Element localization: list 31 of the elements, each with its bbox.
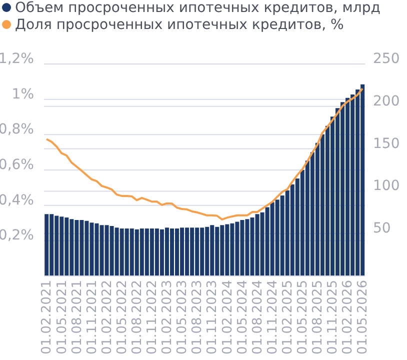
y2-tick-label: 250 [373, 50, 400, 67]
y2-tick-label: 100 [373, 178, 400, 194]
x-tick-label: 01.02.2026 [340, 280, 356, 354]
x-tick-label: 01.11.2022 [145, 280, 160, 354]
x-tick-label: 01.08.2022 [130, 280, 146, 354]
x-tick-label: 01.08.2023 [190, 280, 206, 354]
x-tick-label: 01.02.2021 [40, 280, 55, 354]
x-tick-label: 01.05.2025 [296, 280, 311, 354]
legend-label: Доля просроченных ипотечных кредитов, % [15, 17, 344, 33]
x-tick-label: 01.05.2023 [175, 280, 190, 354]
x-tick-label: 01.08.2024 [250, 280, 266, 354]
y2-tick-label: 150 [373, 136, 400, 152]
y-tick-label: 1% [12, 86, 34, 102]
x-tick-label: 01.05.2021 [54, 280, 70, 354]
x-tick-label: 01.05.2024 [235, 280, 250, 354]
x-tick-label: 01.02.2024 [220, 280, 236, 354]
y-tick-label: 1,2% [0, 50, 34, 67]
x-tick-label: 01.11.2025 [326, 280, 341, 354]
x-tick-label: 01.08.2021 [70, 280, 85, 354]
x-tick-label: 01.02.2023 [160, 280, 176, 354]
x-tick-label: 01.05.2022 [114, 280, 130, 354]
x-tick-label: 01.02.2025 [280, 280, 296, 354]
x-tick-label: 01.11.2021 [84, 280, 100, 354]
x-tick-label: 01.05.2026 [356, 280, 371, 354]
y2-tick-label: 200 [373, 93, 400, 110]
x-tick-label: 01.11.2023 [205, 280, 220, 354]
legend-label: Объем просроченных ипотечных кредитов, млрд [15, 0, 380, 16]
y2-tick-label: 50 [373, 220, 391, 237]
x-tick-label: 01.02.2022 [100, 280, 115, 354]
x-tick-label: 01.11.2024 [265, 280, 280, 354]
x-tick-label: 01.08.2025 [310, 280, 326, 354]
